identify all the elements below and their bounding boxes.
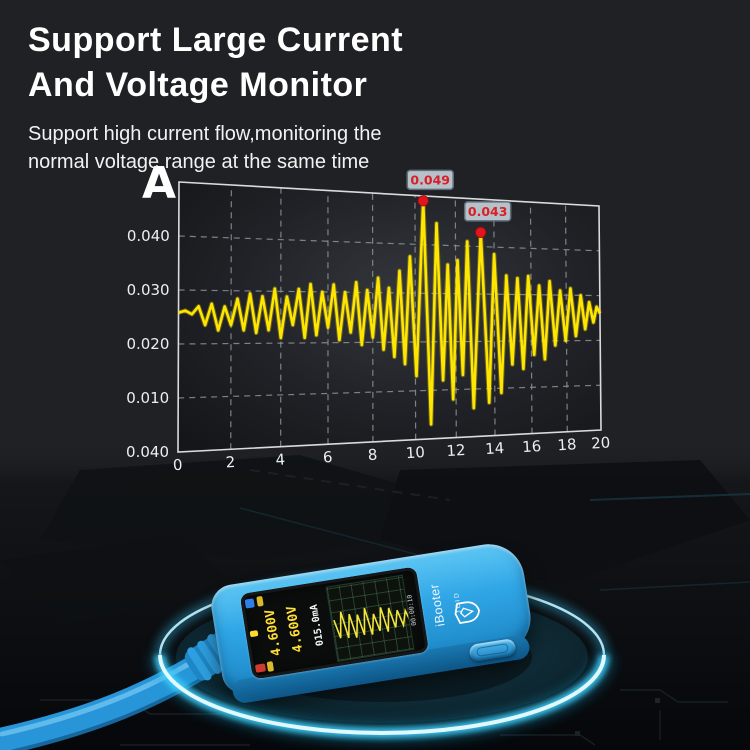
device-brand-label: iBooter bbox=[427, 582, 448, 628]
svg-text:0.043: 0.043 bbox=[468, 204, 508, 219]
screen-label-chip bbox=[249, 630, 259, 638]
device-screen: 4.600V 4.600V 015.0mA 00:00:10 bbox=[239, 566, 429, 680]
title-line-1: Support Large Current bbox=[28, 21, 404, 59]
svg-text:0.040: 0.040 bbox=[127, 227, 170, 245]
svg-text:0.049: 0.049 bbox=[410, 172, 450, 187]
tester-device: 4.600V 4.600V 015.0mA 00:00:10 iBooter J… bbox=[208, 539, 536, 697]
subtitle-line-2: normal voltage range at the same time bbox=[28, 151, 370, 173]
shield-icon bbox=[454, 601, 480, 624]
screen-status-icon bbox=[244, 598, 255, 609]
chart-unit-label: A bbox=[142, 158, 177, 209]
jcid-logo: JCID bbox=[449, 572, 517, 625]
header: Support Large Current And Voltage Monito… bbox=[28, 18, 403, 176]
product-scene: 4.600V 4.600V 015.0mA 00:00:10 iBooter J… bbox=[0, 440, 750, 750]
page-title: Support Large Current And Voltage Monito… bbox=[28, 18, 403, 108]
device-side-button bbox=[468, 638, 517, 663]
svg-text:0.030: 0.030 bbox=[127, 281, 170, 299]
screen-record-icon bbox=[254, 663, 267, 673]
title-line-2: And Voltage Monitor bbox=[28, 66, 368, 104]
svg-text:0.020: 0.020 bbox=[126, 335, 169, 353]
page-subtitle: Support high current flow,monitoring the… bbox=[28, 120, 403, 176]
svg-text:0.010: 0.010 bbox=[126, 389, 169, 407]
screen-mini-graph bbox=[325, 574, 415, 662]
subtitle-line-1: Support high current flow,monitoring the bbox=[28, 123, 382, 145]
